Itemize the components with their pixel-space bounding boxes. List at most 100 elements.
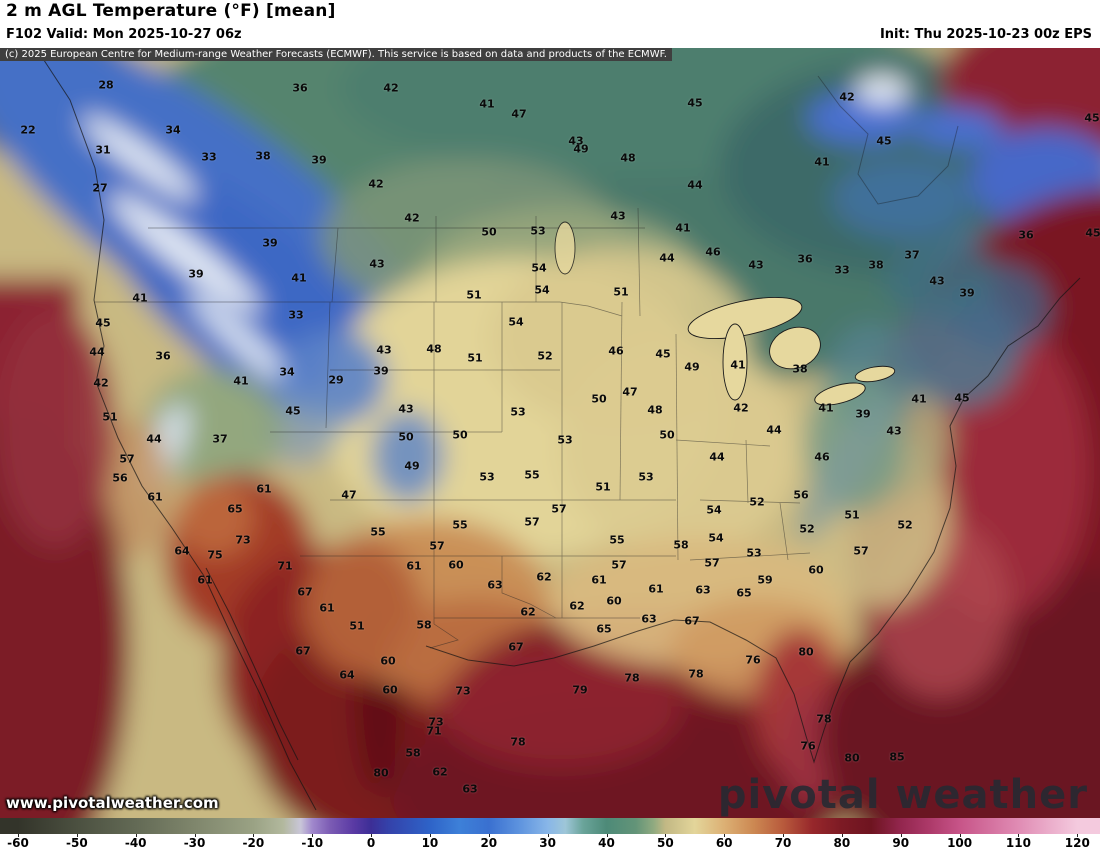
station-value: 51	[467, 351, 483, 365]
temperature-map: (c) 2025 European Centre for Medium-rang…	[0, 48, 1100, 818]
station-value: 47	[511, 107, 527, 121]
station-value: 33	[834, 263, 850, 277]
colorbar-tick	[135, 834, 137, 837]
station-value: 62	[569, 599, 585, 613]
colorbar-tick-label: -20	[242, 836, 265, 850]
station-value: 33	[201, 150, 217, 164]
colorbar-tick	[783, 834, 785, 837]
station-value: 57	[611, 558, 627, 572]
station-value: 54	[708, 531, 724, 545]
station-value: 65	[227, 502, 243, 516]
station-value: 57	[704, 556, 720, 570]
station-value: 44	[146, 432, 162, 446]
station-value: 54	[706, 503, 722, 517]
station-value: 36	[797, 252, 813, 266]
station-value: 36	[292, 81, 308, 95]
station-value: 63	[487, 578, 503, 592]
station-value: 39	[855, 407, 871, 421]
colorbar-tick-label: 80	[833, 836, 851, 850]
colorbar-tick-label: -40	[124, 836, 147, 850]
colorbar-tick-label: 60	[715, 836, 733, 850]
station-value: 67	[684, 614, 700, 628]
station-value: 80	[798, 645, 814, 659]
station-value: 56	[112, 471, 128, 485]
station-value: 64	[174, 544, 190, 558]
map-title: 2 m AGL Temperature (°F) [mean]	[6, 1, 336, 21]
station-value: 60	[380, 654, 396, 668]
station-value: 39	[373, 364, 389, 378]
station-value: 62	[520, 605, 536, 619]
station-value: 36	[1018, 228, 1034, 242]
colorbar-tick-label: 70	[774, 836, 792, 850]
colorbar-tick-label: 50	[656, 836, 674, 850]
station-value: 49	[684, 360, 700, 374]
station-value: 55	[524, 468, 540, 482]
station-value: 37	[904, 248, 920, 262]
station-value: 39	[959, 286, 975, 300]
great-lakes	[554, 221, 896, 406]
colorbar-tick	[547, 834, 549, 837]
station-value: 51	[613, 285, 629, 299]
station-value: 43	[886, 424, 902, 438]
colorbar-tick	[488, 834, 490, 837]
station-layer: 28 36 42 41 47 45 42 45 22 34 43 49 45 31 33 38 39 48 41 42…	[0, 48, 1100, 818]
station-value: 78	[624, 671, 640, 685]
station-value: 42	[383, 81, 399, 95]
station-value: 48	[620, 151, 636, 165]
colorbar-tick-label: 90	[892, 836, 910, 850]
colorbar-tick-label: 10	[421, 836, 439, 850]
station-value: 73	[428, 715, 444, 729]
station-value: 79	[572, 683, 588, 697]
colorbar-tick	[312, 834, 314, 837]
colorbar-tick	[1077, 834, 1079, 837]
station-value: 71	[277, 559, 293, 573]
colorbar-ticks: -60 -50 -40 -30 -20 -10 0 10 20 30 40 50 60 70 80 90 100…	[0, 818, 1100, 850]
station-value: 73	[455, 684, 471, 698]
station-value: 51	[102, 410, 118, 424]
colorbar-tick-label: -50	[66, 836, 88, 850]
station-value: 47	[622, 385, 638, 399]
station-value: 49	[404, 459, 420, 473]
station-value: 50	[452, 428, 468, 442]
station-value: 59	[757, 573, 773, 587]
station-value: 50	[659, 428, 675, 442]
station-value: 61	[591, 573, 607, 587]
station-value: 58	[416, 618, 432, 632]
pivotal-weather-logo: pivotal weather	[717, 772, 1088, 818]
colorbar-tick-label: 40	[598, 836, 615, 850]
station-value: 39	[311, 153, 327, 167]
station-value: 54	[534, 283, 550, 297]
station-value: 85	[889, 750, 905, 764]
colorbar-tick	[1018, 834, 1020, 837]
station-value: 78	[688, 667, 704, 681]
station-value: 45	[655, 347, 671, 361]
station-value: 71	[426, 724, 442, 738]
station-value: 57	[429, 539, 445, 553]
station-value: 58	[673, 538, 689, 552]
colorbar-tick-label: 110	[1005, 836, 1031, 850]
station-value: 41	[730, 358, 746, 372]
station-value: 42	[839, 90, 855, 104]
colorbar-tick	[76, 834, 78, 837]
station-value: 43	[398, 402, 414, 416]
station-value: 51	[595, 480, 611, 494]
station-value: 75	[207, 548, 223, 562]
station-value: 61	[147, 490, 163, 504]
station-value: 53	[557, 433, 573, 447]
colorbar-tick	[665, 834, 667, 837]
station-value: 44	[687, 178, 703, 192]
colorbar-tick	[724, 834, 726, 837]
station-value: 65	[736, 586, 752, 600]
station-value: 33	[288, 308, 304, 322]
temperature-colorbar: -60 -50 -40 -30 -20 -10 0 10 20 30 40 50 60 70 80 90 100…	[0, 818, 1100, 850]
station-value: 43	[376, 343, 392, 357]
station-value: 62	[432, 765, 448, 779]
station-value: 54	[508, 315, 524, 329]
colorbar-tick	[253, 834, 255, 837]
station-value: 53	[510, 405, 526, 419]
station-value: 41	[911, 392, 927, 406]
station-value: 78	[816, 712, 832, 726]
station-value: 41	[479, 97, 495, 111]
station-value: 50	[591, 392, 607, 406]
watermark-url: www.pivotalweather.com	[6, 794, 219, 812]
